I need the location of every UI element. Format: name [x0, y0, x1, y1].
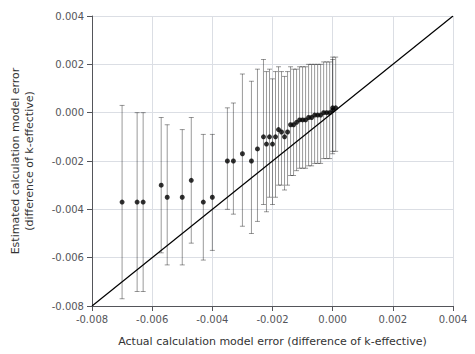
svg-text:0.002: 0.002 [379, 314, 408, 325]
svg-text:0.004: 0.004 [55, 11, 84, 22]
svg-text:0.000: 0.000 [318, 314, 347, 325]
svg-text:-0.004: -0.004 [52, 204, 84, 215]
svg-text:-0.006: -0.006 [136, 314, 168, 325]
svg-text:0.002: 0.002 [55, 59, 84, 70]
svg-text:0.000: 0.000 [55, 107, 84, 118]
svg-text:-0.008: -0.008 [52, 301, 84, 312]
svg-text:0.004: 0.004 [439, 314, 468, 325]
svg-text:-0.002: -0.002 [256, 314, 288, 325]
svg-text:(difference of k-effective): (difference of k-effective) [23, 91, 36, 231]
svg-text:-0.004: -0.004 [196, 314, 228, 325]
svg-text:Actual calculation model error: Actual calculation model error (differen… [118, 335, 427, 348]
svg-text:-0.008: -0.008 [76, 314, 108, 325]
svg-text:-0.006: -0.006 [52, 252, 84, 263]
svg-text:Estimated calculation model er: Estimated calculation model error [9, 67, 22, 254]
svg-text:-0.002: -0.002 [52, 156, 84, 167]
